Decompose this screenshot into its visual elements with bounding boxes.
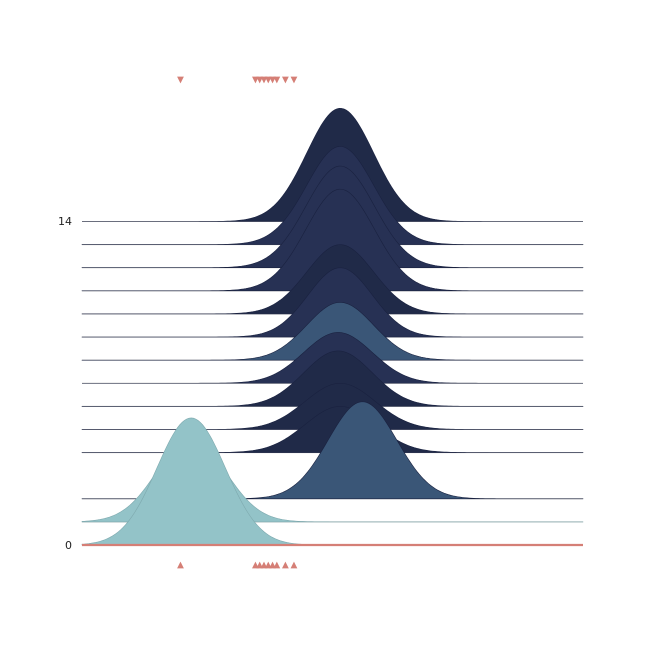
rug-marker-bottom-8: [290, 561, 298, 569]
rug-marker-top-3: [260, 76, 268, 84]
ridge-density-8: [81, 350, 584, 407]
rug-marker-bottom-1: [252, 561, 259, 569]
ridge-density-6: [81, 302, 584, 361]
rug-bottom-markers: [177, 561, 298, 569]
rug-marker-top-4: [264, 76, 272, 84]
rug-marker-top-0: [177, 76, 184, 84]
rug-top-markers: [177, 76, 298, 84]
rug-marker-top-5: [269, 76, 276, 84]
rug-marker-bottom-7: [281, 561, 289, 569]
ridge-density-5: [81, 267, 584, 338]
rug-marker-bottom-0: [177, 561, 184, 569]
rug-marker-top-2: [256, 76, 264, 84]
ridge-density-3: [81, 188, 584, 292]
rug-marker-bottom-5: [269, 561, 276, 569]
rug-marker-top-7: [281, 76, 289, 84]
y-tick-label-14: 14: [58, 215, 72, 228]
rug-marker-bottom-6: [273, 561, 281, 569]
rug-marker-bottom-4: [264, 561, 272, 569]
y-tick-label-0: 0: [65, 539, 72, 552]
ridge-density-9: [81, 382, 584, 430]
rug-marker-top-6: [273, 76, 281, 84]
rug-marker-bottom-2: [256, 561, 264, 569]
ridges-layer: [81, 108, 584, 546]
rug-marker-bottom-3: [260, 561, 268, 569]
rug-marker-top-8: [290, 76, 298, 84]
rug-marker-top-1: [252, 76, 259, 84]
